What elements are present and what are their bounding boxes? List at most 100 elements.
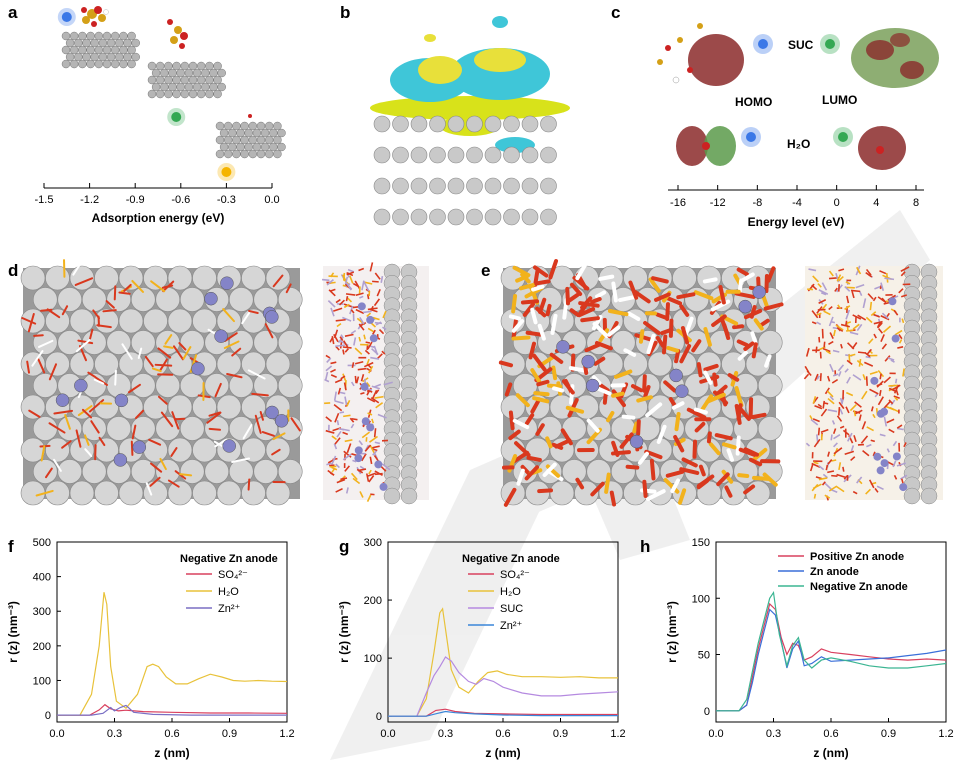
- solvent-molecule: [342, 316, 352, 322]
- zn-atom: [201, 82, 210, 92]
- h2o-molecule-a: [167, 19, 188, 49]
- solvent-molecule: [580, 316, 600, 323]
- solvent-molecule: [149, 476, 161, 487]
- solvent-molecule: [335, 463, 340, 469]
- solvent-molecule: [824, 482, 833, 491]
- zn-atom: [253, 459, 279, 484]
- zn-atom: [684, 373, 710, 398]
- zn-atom: [196, 75, 206, 85]
- solvent-molecule: [511, 319, 525, 333]
- solvent-molecule: [92, 309, 101, 320]
- solvent-molecule: [865, 271, 873, 278]
- solvent-molecule: [860, 435, 869, 444]
- a-x-ticks: -1.5 -1.2 -0.9 -0.6 -0.3 0.0: [35, 183, 280, 206]
- solvent-molecule: [828, 306, 833, 311]
- zn-ion: [369, 334, 378, 343]
- solvent-molecule: [834, 287, 838, 292]
- solvent-molecule: [849, 331, 859, 336]
- solvent-molecule: [705, 392, 726, 404]
- solvent-molecule: [614, 369, 633, 379]
- solvent-molecule: [376, 353, 383, 360]
- zn-atom: [90, 38, 99, 48]
- f-xtick-label: 0.0: [49, 728, 64, 740]
- solvent-molecule: [827, 459, 833, 465]
- zn-atom: [192, 265, 217, 291]
- g-ytick-label: 100: [364, 653, 382, 665]
- solvent-molecule: [569, 282, 583, 296]
- solvent-molecule: [877, 321, 882, 328]
- zn-atom: [106, 373, 132, 398]
- solvent-molecule: [823, 310, 831, 316]
- f-xtick-label: 1.2: [279, 728, 294, 740]
- c-x-label: Energy level (eV): [748, 215, 845, 229]
- solvent-molecule: [813, 493, 817, 499]
- zn-atom: [228, 416, 254, 441]
- zn-ion: [891, 334, 900, 343]
- zn-atom: [721, 480, 746, 506]
- solvent-molecule: [819, 373, 822, 382]
- solvent-molecule: [340, 334, 344, 339]
- solvent-molecule: [734, 386, 744, 408]
- solvent-molecule: [324, 378, 330, 383]
- zn-atom: [647, 351, 673, 377]
- solvent-molecule: [833, 329, 836, 337]
- solvent-molecule: [520, 272, 531, 284]
- solvent-molecule: [538, 297, 547, 315]
- solvent-molecule: [340, 375, 346, 380]
- zn-atom: [205, 89, 214, 99]
- solvent-molecule: [844, 368, 849, 373]
- solvent-molecule: [855, 283, 865, 289]
- solvent-molecule: [865, 355, 871, 359]
- zn-ion: [876, 466, 885, 475]
- solvent-molecule: [820, 291, 827, 296]
- c-tick-label: -8: [752, 197, 762, 209]
- solvent-molecule: [595, 290, 607, 299]
- solvent-molecule: [762, 472, 778, 487]
- suc-molecule-a: [81, 6, 109, 27]
- f-ytick-label: 400: [33, 572, 51, 584]
- solvent-molecule: [714, 433, 733, 441]
- solvent-molecule: [53, 409, 74, 415]
- solvent-molecule: [827, 409, 838, 413]
- solvent-molecule: [606, 411, 615, 423]
- zn-ion: [191, 361, 205, 376]
- solvent-molecule: [516, 468, 525, 486]
- solvent-molecule: [861, 421, 867, 430]
- solvent-molecule: [536, 379, 550, 387]
- solvent-molecule: [369, 435, 378, 443]
- zn-atom: [540, 208, 557, 226]
- solvent-molecule: [334, 400, 344, 405]
- solvent-molecule: [878, 389, 882, 397]
- solvent-molecule: [818, 299, 827, 304]
- solvent-molecule: [259, 410, 264, 421]
- h2o-homo-orbital: [676, 126, 736, 166]
- solvent-molecule: [831, 378, 839, 384]
- solvent-molecule: [347, 268, 355, 273]
- solvent-molecule: [832, 373, 839, 377]
- solvent-molecule: [590, 297, 602, 304]
- zn-atom: [196, 89, 206, 99]
- solvent-molecule: [565, 405, 585, 414]
- solvent-molecule: [878, 328, 884, 334]
- solvent-molecule: [325, 416, 333, 423]
- zn-atom: [264, 149, 274, 159]
- f-legend-label: SO₄²⁻: [218, 569, 248, 581]
- solvent-molecule: [150, 280, 166, 293]
- zn-atom: [130, 373, 156, 398]
- zn-atom: [392, 208, 409, 226]
- zn-atom: [525, 308, 550, 334]
- zn-atom: [204, 373, 230, 398]
- solvent-molecule: [285, 283, 292, 294]
- zn-atom: [45, 437, 70, 463]
- solvent-molecule: [530, 397, 542, 414]
- zn-atom: [503, 177, 520, 195]
- zn-atom: [392, 115, 409, 133]
- solvent-molecule: [820, 408, 828, 417]
- solvent-molecule: [844, 285, 851, 292]
- solvent-molecule: [344, 439, 353, 443]
- h-xtick-label: 0.3: [766, 728, 781, 740]
- zn-ion: [888, 297, 897, 306]
- zn-atom: [69, 59, 79, 69]
- h-legend-label: Positive Zn anode: [810, 551, 904, 563]
- solvent-molecule: [894, 396, 899, 401]
